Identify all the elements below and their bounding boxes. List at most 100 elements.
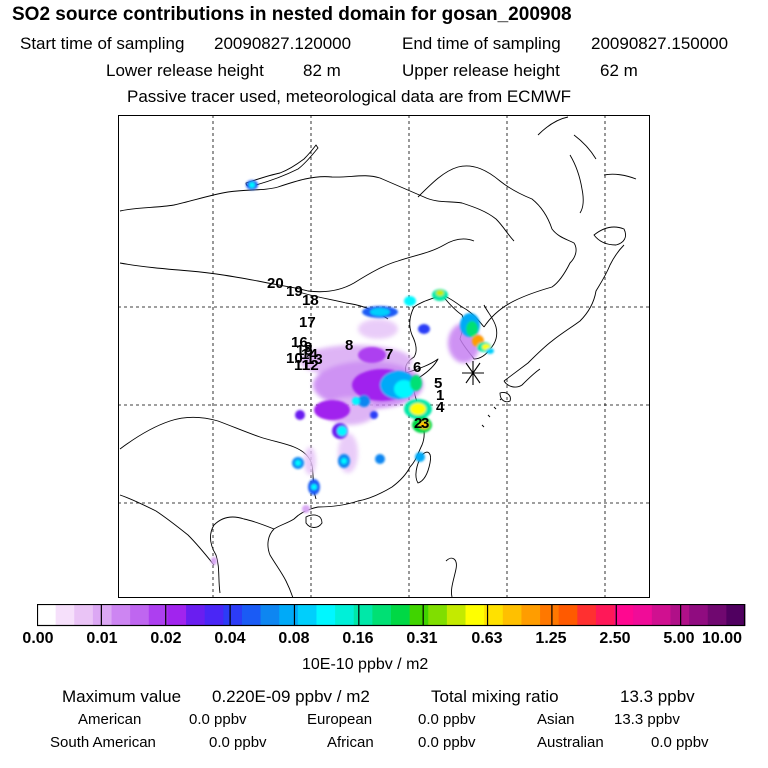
- max-value-label: Maximum value: [62, 687, 182, 706]
- colorbar-cell: [55, 604, 75, 626]
- colorbar-cell: [260, 604, 280, 626]
- source-label-5: 5: [434, 375, 442, 392]
- region-name-african: African: [327, 734, 374, 751]
- colorbar-tick-5: 0.16: [342, 630, 374, 647]
- start-time-label: Start time of sampling: [20, 34, 185, 53]
- colorbar-tick-2: 0.02: [150, 630, 182, 647]
- source-label-11: 11: [294, 357, 310, 374]
- colorbar-cell: [241, 604, 261, 626]
- colorbar-cell: [186, 604, 206, 626]
- source-label-10: 10: [286, 350, 303, 367]
- source-label-13: 13: [306, 351, 323, 368]
- colorbar-cell: [726, 604, 746, 626]
- colorbar-cell: [223, 604, 243, 626]
- colorbar-tick-6: 0.31: [406, 630, 438, 647]
- colorbar-cell: [297, 604, 317, 626]
- region-name-asian: Asian: [537, 711, 575, 728]
- colorbar-cell: [446, 604, 466, 626]
- source-label-8: 8: [345, 337, 353, 354]
- colorbar-tick-8: 1.25: [535, 630, 567, 647]
- end-time-label: End time of sampling: [402, 34, 561, 53]
- lower-height-value: 82 m: [303, 61, 341, 80]
- source-label-6: 6: [413, 359, 421, 376]
- colorbar-cell: [92, 604, 112, 626]
- colorbar-cell: [37, 604, 57, 626]
- region-value-african: 0.0 ppbv: [418, 734, 476, 751]
- colorbar-cell: [614, 604, 634, 626]
- region-value-south-american: 0.0 ppbv: [209, 734, 267, 751]
- colorbar-cell: [633, 604, 653, 626]
- colorbar-cell: [707, 604, 727, 626]
- colorbar-cell: [279, 604, 299, 626]
- region-name-south-american: South American: [50, 734, 156, 751]
- source-label-16: 16: [291, 334, 308, 351]
- region-value-european: 0.0 ppbv: [418, 711, 476, 728]
- region-name-australian: Australian: [537, 734, 604, 751]
- colorbar-cell: [111, 604, 131, 626]
- source-label-7: 7: [385, 346, 393, 363]
- colorbar-cell: [577, 604, 597, 626]
- colorbar-units: 10E-10 ppbv / m2: [302, 656, 429, 673]
- total-mixing-label: Total mixing ratio: [431, 687, 559, 706]
- colorbar-cell: [540, 604, 560, 626]
- colorbar-cell: [167, 604, 187, 626]
- asterisk-icon: [462, 361, 484, 385]
- colorbar-cell: [502, 604, 522, 626]
- region-name-american: American: [78, 711, 142, 728]
- source-label-12: 12: [302, 357, 319, 374]
- source-contribution-map: 20 19 18 17 16 9 8 7 6 5 1 4 2 3 10 11 1…: [118, 115, 650, 598]
- colorbar-cell: [595, 604, 615, 626]
- colorbar-cell: [391, 604, 411, 626]
- colorbar-cell: [409, 604, 429, 626]
- colorbar-cell: [74, 604, 94, 626]
- source-label-19: 19: [286, 283, 303, 300]
- concentration-plume: [211, 180, 494, 565]
- region-name-european: European: [307, 711, 373, 728]
- lower-height-label: Lower release height: [106, 61, 264, 80]
- colorbar-tick-1: 0.01: [86, 630, 118, 647]
- source-label-2: 2: [414, 415, 422, 432]
- colorbar-cell: [353, 604, 373, 626]
- upper-height-label: Upper release height: [402, 61, 560, 80]
- source-label-4: 4: [436, 399, 445, 416]
- region-value-american: 0.0 ppbv: [189, 711, 247, 728]
- colorbar-cell: [428, 604, 448, 626]
- total-mixing-value: 13.3 ppbv: [620, 687, 695, 706]
- max-value: 0.220E-09 ppbv / m2: [212, 687, 370, 706]
- colorbar-cell: [316, 604, 336, 626]
- colorbar-tick-3: 0.04: [214, 630, 246, 647]
- source-label-18: 18: [302, 292, 319, 309]
- colorbar-cell: [558, 604, 578, 626]
- source-label-9: 9: [304, 339, 312, 356]
- colorbar-tick-10: 5.00: [663, 630, 695, 647]
- colorbar-cell: [372, 604, 392, 626]
- source-label-3: 3: [421, 415, 429, 432]
- colorbar-tick-9: 2.50: [599, 630, 631, 647]
- colorbar-cell: [521, 604, 541, 626]
- colorbar-cell: [484, 604, 504, 626]
- source-label-17: 17: [299, 314, 316, 331]
- upper-height-value: 62 m: [600, 61, 638, 80]
- region-value-asian: 13.3 ppbv: [614, 711, 680, 728]
- source-label-20: 20: [267, 275, 284, 292]
- colorbar-cell: [204, 604, 224, 626]
- colorbar-cell: [130, 604, 150, 626]
- source-label-14: 14: [301, 346, 318, 363]
- colorbar-tick-7: 0.63: [471, 630, 503, 647]
- end-time-value: 20090827.150000: [591, 34, 729, 53]
- colorbar-cell: [335, 604, 355, 626]
- colorbar-cell: [465, 604, 485, 626]
- colorbar-cell: [148, 604, 168, 626]
- region-value-australian: 0.0 ppbv: [651, 734, 709, 751]
- colorbar-tick-4: 0.08: [278, 630, 310, 647]
- source-label-15: 15: [296, 342, 313, 359]
- colorbar: [37, 604, 746, 627]
- map-title: SO2 source contributions in nested domai…: [12, 4, 572, 25]
- tracer-note: Passive tracer used, meteorological data…: [127, 87, 572, 106]
- colorbar-cell: [651, 604, 671, 626]
- colorbar-tick-0: 0.00: [22, 630, 54, 647]
- colorbar-cell: [670, 604, 690, 626]
- source-label-1: 1: [436, 387, 444, 404]
- colorbar-cell: [689, 604, 709, 626]
- start-time-value: 20090827.120000: [214, 34, 352, 53]
